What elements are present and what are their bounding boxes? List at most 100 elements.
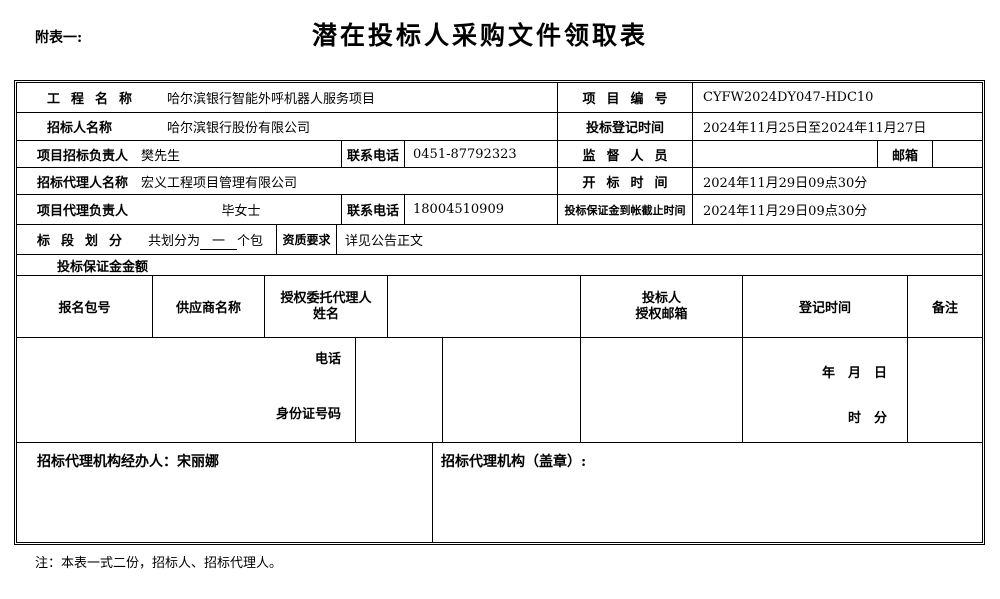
row-grid-entry: 电话 身份证号码 年 月 日 时 分 — [17, 338, 982, 443]
lot-count: 一 — [200, 234, 238, 250]
row-agency-name: 招标代理人名称 宏义工程项目管理有限公司 开标时间 2024年11月29日09点… — [17, 168, 982, 195]
mailbox-label-cell: 邮箱 — [878, 141, 933, 167]
deposit-deadline-value-cell: 2024年11月29日09点30分 — [693, 195, 982, 224]
header-bidder-line1: 投标人 — [641, 290, 681, 306]
entry-date-cell: 年 月 日 时 分 — [743, 338, 908, 442]
lot-division-value: 共划分为一个包 — [148, 230, 264, 250]
header-pkg-no-cell: 报名包号 — [17, 276, 153, 337]
qualification-label-cell: 资质要求 — [277, 225, 337, 254]
qualification-value: 详见公告正文 — [345, 234, 424, 249]
annex-label: 附表一: — [35, 30, 83, 46]
lot-suffix: 个包 — [237, 234, 264, 249]
deposit-deadline-label-cell: 投标保证金到帐截止时间 — [558, 195, 693, 224]
project-no-label: 项目编号 — [582, 92, 679, 107]
mailbox-label: 邮箱 — [891, 148, 918, 164]
project-no-value-cell: CYFW2024DY047-HDC10 — [693, 83, 982, 112]
deposit-amount-label: 投标保证金金额 — [57, 259, 149, 275]
qualification-label: 资质要求 — [282, 233, 331, 247]
row-tender-leader: 项目招标负责人 樊先生 联系电话 0451-87792323 监督人员 邮箱 — [17, 141, 982, 168]
row-project-name: 工程名称 哈尔滨银行智能外呼机器人服务项目 项目编号 CYFW2024DY047… — [17, 83, 982, 113]
tenderer-label: 招标人名称 — [47, 121, 113, 136]
entry-contact-cell: 电话 身份证号码 — [17, 338, 356, 442]
row-tenderer: 招标人名称 哈尔滨银行股份有限公司 投标登记时间 2024年11月25日至202… — [17, 113, 982, 141]
agency-leader-value: 毕女士 — [221, 204, 261, 219]
header-supplier-cell: 供应商名称 — [153, 276, 265, 337]
project-no-label-cell: 项目编号 — [558, 83, 693, 112]
mailbox-value-cell — [933, 141, 982, 167]
project-name-cell: 工程名称 哈尔滨银行智能外呼机器人服务项目 — [17, 83, 558, 112]
phone2-label-cell: 联系电话 — [342, 195, 405, 224]
header-reg-time: 登记时间 — [798, 301, 851, 316]
phone2-label: 联系电话 — [346, 204, 399, 219]
phone2-value: 18004510909 — [413, 202, 504, 217]
bid-reg-time-value-cell: 2024年11月25日至2024年11月27日 — [693, 113, 982, 140]
qualification-value-cell: 详见公告正文 — [337, 225, 982, 254]
bid-open-time-label-cell: 开标时间 — [558, 168, 693, 194]
phone1-value-cell: 0451-87792323 — [405, 141, 558, 167]
project-name-label: 工程名称 — [47, 92, 144, 107]
phone1-label-cell: 联系电话 — [342, 141, 405, 167]
lot-prefix: 共划分为 — [148, 234, 201, 249]
bid-reg-time-label-cell: 投标登记时间 — [558, 113, 693, 140]
header-agent-line1: 授权委托代理人 — [280, 290, 372, 306]
bid-reg-time-value: 2024年11月25日至2024年11月27日 — [703, 121, 927, 136]
tenderer-cell: 招标人名称 哈尔滨银行股份有限公司 — [17, 113, 558, 140]
agency-seal-text: 招标代理机构（盖章）: — [441, 454, 587, 470]
bid-reg-time-label: 投标登记时间 — [585, 121, 664, 136]
bid-open-time-label: 开标时间 — [582, 175, 679, 191]
header-agent-name: 授权委托代理人 姓名 — [280, 291, 371, 323]
header-remark-cell: 备注 — [908, 276, 982, 337]
agency-seal-cell: 招标代理机构（盖章）: — [433, 443, 982, 542]
agency-leader-cell: 项目代理负责人 毕女士 — [17, 195, 342, 224]
deposit-deadline-label: 投标保证金到帐截止时间 — [564, 203, 686, 217]
header-agent-line2: 姓名 — [312, 306, 339, 322]
deposit-deadline-value: 2024年11月29日09点30分 — [703, 204, 868, 219]
entry-id-label: 身份证号码 — [275, 407, 341, 422]
tender-leader-cell: 项目招标负责人 樊先生 — [17, 141, 342, 167]
project-name-value: 哈尔滨银行智能外呼机器人服务项目 — [167, 92, 376, 107]
phone1-value: 0451-87792323 — [413, 146, 517, 162]
entry-date-blank: 年 月 日 — [821, 366, 887, 381]
project-no-value: CYFW2024DY047-HDC10 — [703, 90, 874, 105]
lot-division-label: 标段划分 — [37, 234, 134, 249]
tenderer-value: 哈尔滨银行股份有限公司 — [167, 121, 311, 136]
agency-name-cell: 招标代理人名称 宏义工程项目管理有限公司 — [17, 168, 558, 194]
entry-phone-label: 电话 — [314, 352, 341, 367]
agency-name-value: 宏义工程项目管理有限公司 — [141, 175, 298, 191]
tender-leader-label: 项目招标负责人 — [37, 148, 129, 164]
row-deposit-amount: 投标保证金金额 — [17, 255, 982, 276]
header-bidder-email: 投标人 授权邮箱 — [635, 291, 687, 323]
entry-empty-cell-1 — [356, 338, 443, 442]
header-remark: 备注 — [931, 301, 958, 316]
page-title: 潜在投标人采购文件领取表 — [311, 21, 648, 50]
header-bidder-email-cell: 投标人 授权邮箱 — [581, 276, 743, 337]
header-supplier: 供应商名称 — [175, 301, 241, 316]
entry-empty-cell-2 — [443, 338, 581, 442]
agency-name-label: 招标代理人名称 — [37, 175, 129, 191]
row-agency-leader: 项目代理负责人 毕女士 联系电话 18004510909 投标保证金到帐截止时间… — [17, 195, 982, 225]
row-lot-division: 标段划分 共划分为一个包 资质要求 详见公告正文 — [17, 225, 982, 255]
entry-remark-blank-cell — [908, 338, 982, 442]
entry-time-blank: 时 分 — [847, 411, 887, 426]
header-reg-time-cell: 登记时间 — [743, 276, 908, 337]
row-agency-sign: 招标代理机构经办人：宋丽娜 招标代理机构（盖章）: — [17, 443, 982, 542]
tender-leader-value: 樊先生 — [141, 148, 181, 164]
row-grid-header: 报名包号 供应商名称 授权委托代理人 姓名 投标人 授权邮箱 登记时间 — [17, 276, 982, 338]
deposit-amount-cell: 投标保证金金额 — [17, 255, 982, 275]
collection-form-table: 工程名称 哈尔滨银行智能外呼机器人服务项目 项目编号 CYFW2024DY047… — [14, 80, 985, 545]
agency-handler-cell: 招标代理机构经办人：宋丽娜 — [17, 443, 433, 542]
bid-open-time-value: 2024年11月29日09点30分 — [703, 175, 868, 191]
agency-leader-label: 项目代理负责人 — [37, 204, 129, 219]
header-bidder-line2: 授权邮箱 — [635, 306, 688, 322]
phone2-value-cell: 18004510909 — [405, 195, 558, 224]
bid-open-time-value-cell: 2024年11月29日09点30分 — [693, 168, 982, 194]
footnote: 注：本表一式二份，招标人、招标代理人。 — [35, 556, 283, 571]
supervisor-value-cell — [693, 141, 878, 167]
header-empty-cell — [388, 276, 581, 337]
supervisor-label: 监督人员 — [582, 148, 679, 164]
header-pkg-no: 报名包号 — [58, 301, 111, 316]
header-agent-name-cell: 授权委托代理人 姓名 — [265, 276, 388, 337]
agency-handler-text: 招标代理机构经办人：宋丽娜 — [37, 454, 219, 470]
lot-division-cell: 标段划分 共划分为一个包 — [17, 225, 277, 254]
